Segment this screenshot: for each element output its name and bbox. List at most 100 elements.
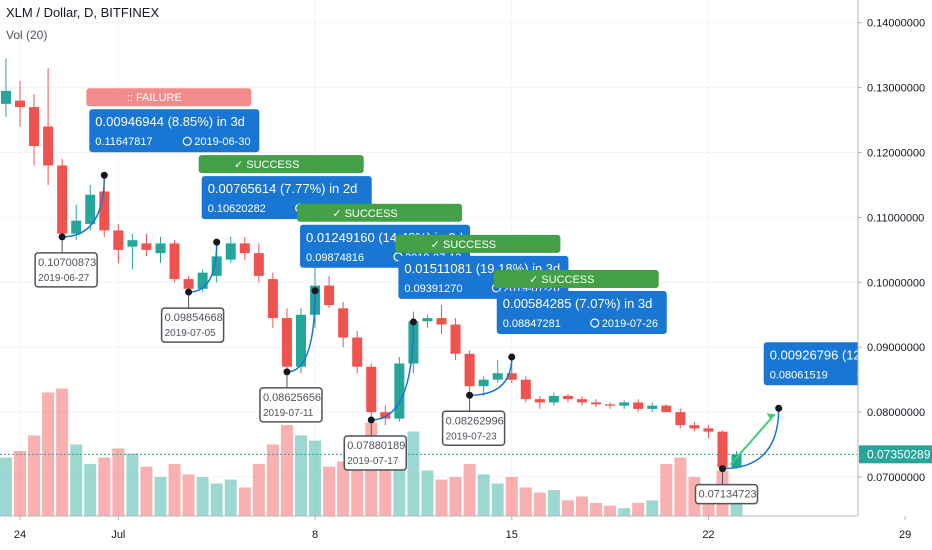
low-price-value: 0.07880189 xyxy=(347,440,405,452)
low-price-date: 2019-07-11 xyxy=(263,408,314,419)
candle-body xyxy=(436,318,447,325)
low-price-value: 0.10700873 xyxy=(38,257,96,269)
volume-bar xyxy=(435,479,448,516)
time-axis-label: 29 xyxy=(899,529,911,541)
low-point-marker xyxy=(367,416,375,424)
gain-info-line: 0.00584285 (7.07%) in 3d xyxy=(503,296,653,311)
gain-target-date: 2019-07-26 xyxy=(602,318,658,330)
status-tag-text: ✓ SUCCESS xyxy=(529,274,594,286)
volume-bar xyxy=(604,505,617,516)
low-price-value: 0.08262996 xyxy=(446,415,504,427)
volume-bar xyxy=(660,464,673,516)
volume-bar xyxy=(56,388,69,516)
gain-target-price: 0.08847281 xyxy=(503,318,561,330)
candle-body xyxy=(127,240,138,247)
volume-bar xyxy=(224,479,237,516)
candle-body xyxy=(717,431,728,468)
candle-body xyxy=(29,107,40,147)
projection-curve xyxy=(188,242,218,293)
price-axis-label: 0.10000000 xyxy=(867,277,925,289)
chart-title: XLM / Dollar, D, BITFINEX xyxy=(6,5,160,20)
candle-body xyxy=(520,379,531,400)
status-tag-bg xyxy=(297,203,463,222)
gain-info-box xyxy=(89,109,260,153)
candle-body xyxy=(703,428,714,432)
candle-body xyxy=(197,272,208,289)
low-price-value: 0.08625656 xyxy=(263,392,321,404)
candle-body xyxy=(464,353,475,387)
low-price-date: 2019-07-05 xyxy=(165,328,217,339)
volume-bar xyxy=(280,425,293,516)
price-axis-label: 0.14000000 xyxy=(867,18,925,30)
candle-body xyxy=(43,126,54,166)
volume-bar xyxy=(154,477,167,516)
candle-body xyxy=(253,253,264,276)
target-point-marker xyxy=(213,238,221,246)
low-price-label-box xyxy=(694,483,759,505)
volume-bar xyxy=(266,444,279,516)
volume-bar xyxy=(182,474,195,516)
status-tag-text: ✓ SUCCESS xyxy=(332,208,397,220)
low-price-label-box xyxy=(343,435,407,471)
volume-bar xyxy=(547,490,560,516)
status-tag-text: :: FAILURE xyxy=(127,92,182,104)
volume-bar xyxy=(70,444,83,516)
volume-bar xyxy=(126,453,139,516)
status-tag-bg xyxy=(395,234,561,253)
gain-target-price: 0.11647817 xyxy=(95,136,152,148)
candle-body xyxy=(605,404,616,406)
candle-body xyxy=(647,405,658,409)
projection-curve xyxy=(62,175,106,238)
candle-body xyxy=(478,379,489,387)
volume-bar xyxy=(632,503,645,516)
target-point-marker xyxy=(775,404,783,412)
candle-body xyxy=(731,454,742,468)
time-axis-label: 22 xyxy=(702,529,714,541)
volume-bar xyxy=(590,503,603,516)
gain-info-line: 0.00765614 (7.77%) in 2d xyxy=(208,181,358,196)
gain-info-line: 0.00946944 (8.85%) in 3d xyxy=(95,114,245,129)
candle-body xyxy=(492,373,503,380)
candle-body xyxy=(57,165,68,234)
candle-body xyxy=(506,373,517,380)
candle-body xyxy=(141,243,152,250)
volume-bar xyxy=(477,474,490,516)
volume-bar xyxy=(168,464,181,516)
gain-target-price: 0.08061519 xyxy=(770,369,828,381)
volume-bar xyxy=(505,477,518,516)
volume-bar xyxy=(84,464,97,516)
volume-bar xyxy=(576,496,588,516)
candle-body xyxy=(577,399,587,403)
target-arrowhead xyxy=(766,413,775,421)
candle-body xyxy=(394,363,405,419)
candle-body xyxy=(113,230,124,250)
candle-body xyxy=(338,308,349,338)
candle-body xyxy=(85,194,96,224)
target-point-marker xyxy=(409,318,417,326)
volume-bar xyxy=(295,435,307,516)
status-tag-text: ✓ SUCCESS xyxy=(234,159,299,171)
candle-body xyxy=(619,402,630,406)
gain-info-box xyxy=(496,290,667,334)
volume-bar xyxy=(210,483,223,516)
low-price-label-box xyxy=(441,410,506,447)
projection-curve xyxy=(286,290,316,373)
candle-body xyxy=(99,191,110,231)
volume-bar xyxy=(463,464,476,516)
low-price-date: 2019-07-23 xyxy=(446,431,498,442)
volume-bar xyxy=(323,466,336,516)
projection-curve xyxy=(469,356,513,397)
target-point-marker xyxy=(100,171,108,179)
candle-body xyxy=(689,425,700,429)
candle-body xyxy=(225,243,236,260)
status-tag-bg xyxy=(493,269,659,288)
target-point-marker xyxy=(311,287,319,295)
candle-body xyxy=(296,314,306,367)
candle-body xyxy=(324,285,335,306)
status-tag-bg xyxy=(86,88,252,107)
volume-indicator-label: Vol (20) xyxy=(6,28,48,42)
candle-body xyxy=(548,395,559,403)
low-point-marker xyxy=(185,288,193,296)
